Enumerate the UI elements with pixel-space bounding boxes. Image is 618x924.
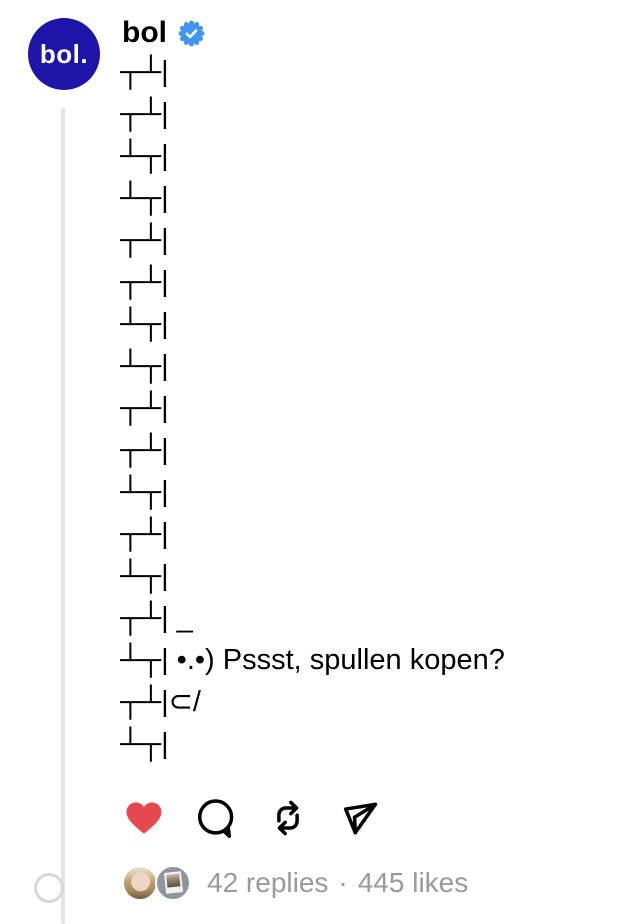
send-icon [343, 802, 378, 835]
author-avatar[interactable]: bol. [28, 18, 100, 90]
speech-bubble-icon [197, 799, 234, 838]
replier-avatar-1[interactable] [122, 865, 158, 901]
polaroid-photo [163, 871, 184, 894]
heart-icon [126, 802, 162, 834]
post-stats: 42 replies · 445 likes [207, 867, 468, 899]
stats-separator: · [338, 867, 348, 898]
repost-button[interactable] [266, 794, 310, 842]
author-avatar-label: bol. [39, 38, 89, 69]
verified-badge-icon [178, 20, 205, 46]
replies-count[interactable]: 42 replies [207, 867, 329, 898]
post-text: ┬┴| ┬┴| ┴┬| ┴┬| ┬┴| ┬┴| ┴┬| ┴┬| ┬┴| ┬┴| … [120, 56, 505, 760]
action-bar [122, 794, 382, 842]
post-header: bol [122, 14, 205, 52]
reply-button[interactable] [194, 794, 238, 842]
repost-icon [277, 800, 299, 836]
replier-avatar-2[interactable] [155, 865, 191, 901]
post-footer: 42 replies · 445 likes [122, 865, 468, 901]
replier-avatars [122, 865, 191, 901]
likes-count[interactable]: 445 likes [357, 867, 469, 898]
like-button[interactable] [122, 794, 166, 842]
thread-loop-decoration [34, 873, 64, 903]
thread-line [61, 108, 65, 924]
author-username[interactable]: bol [122, 16, 167, 49]
share-button[interactable] [338, 794, 382, 842]
